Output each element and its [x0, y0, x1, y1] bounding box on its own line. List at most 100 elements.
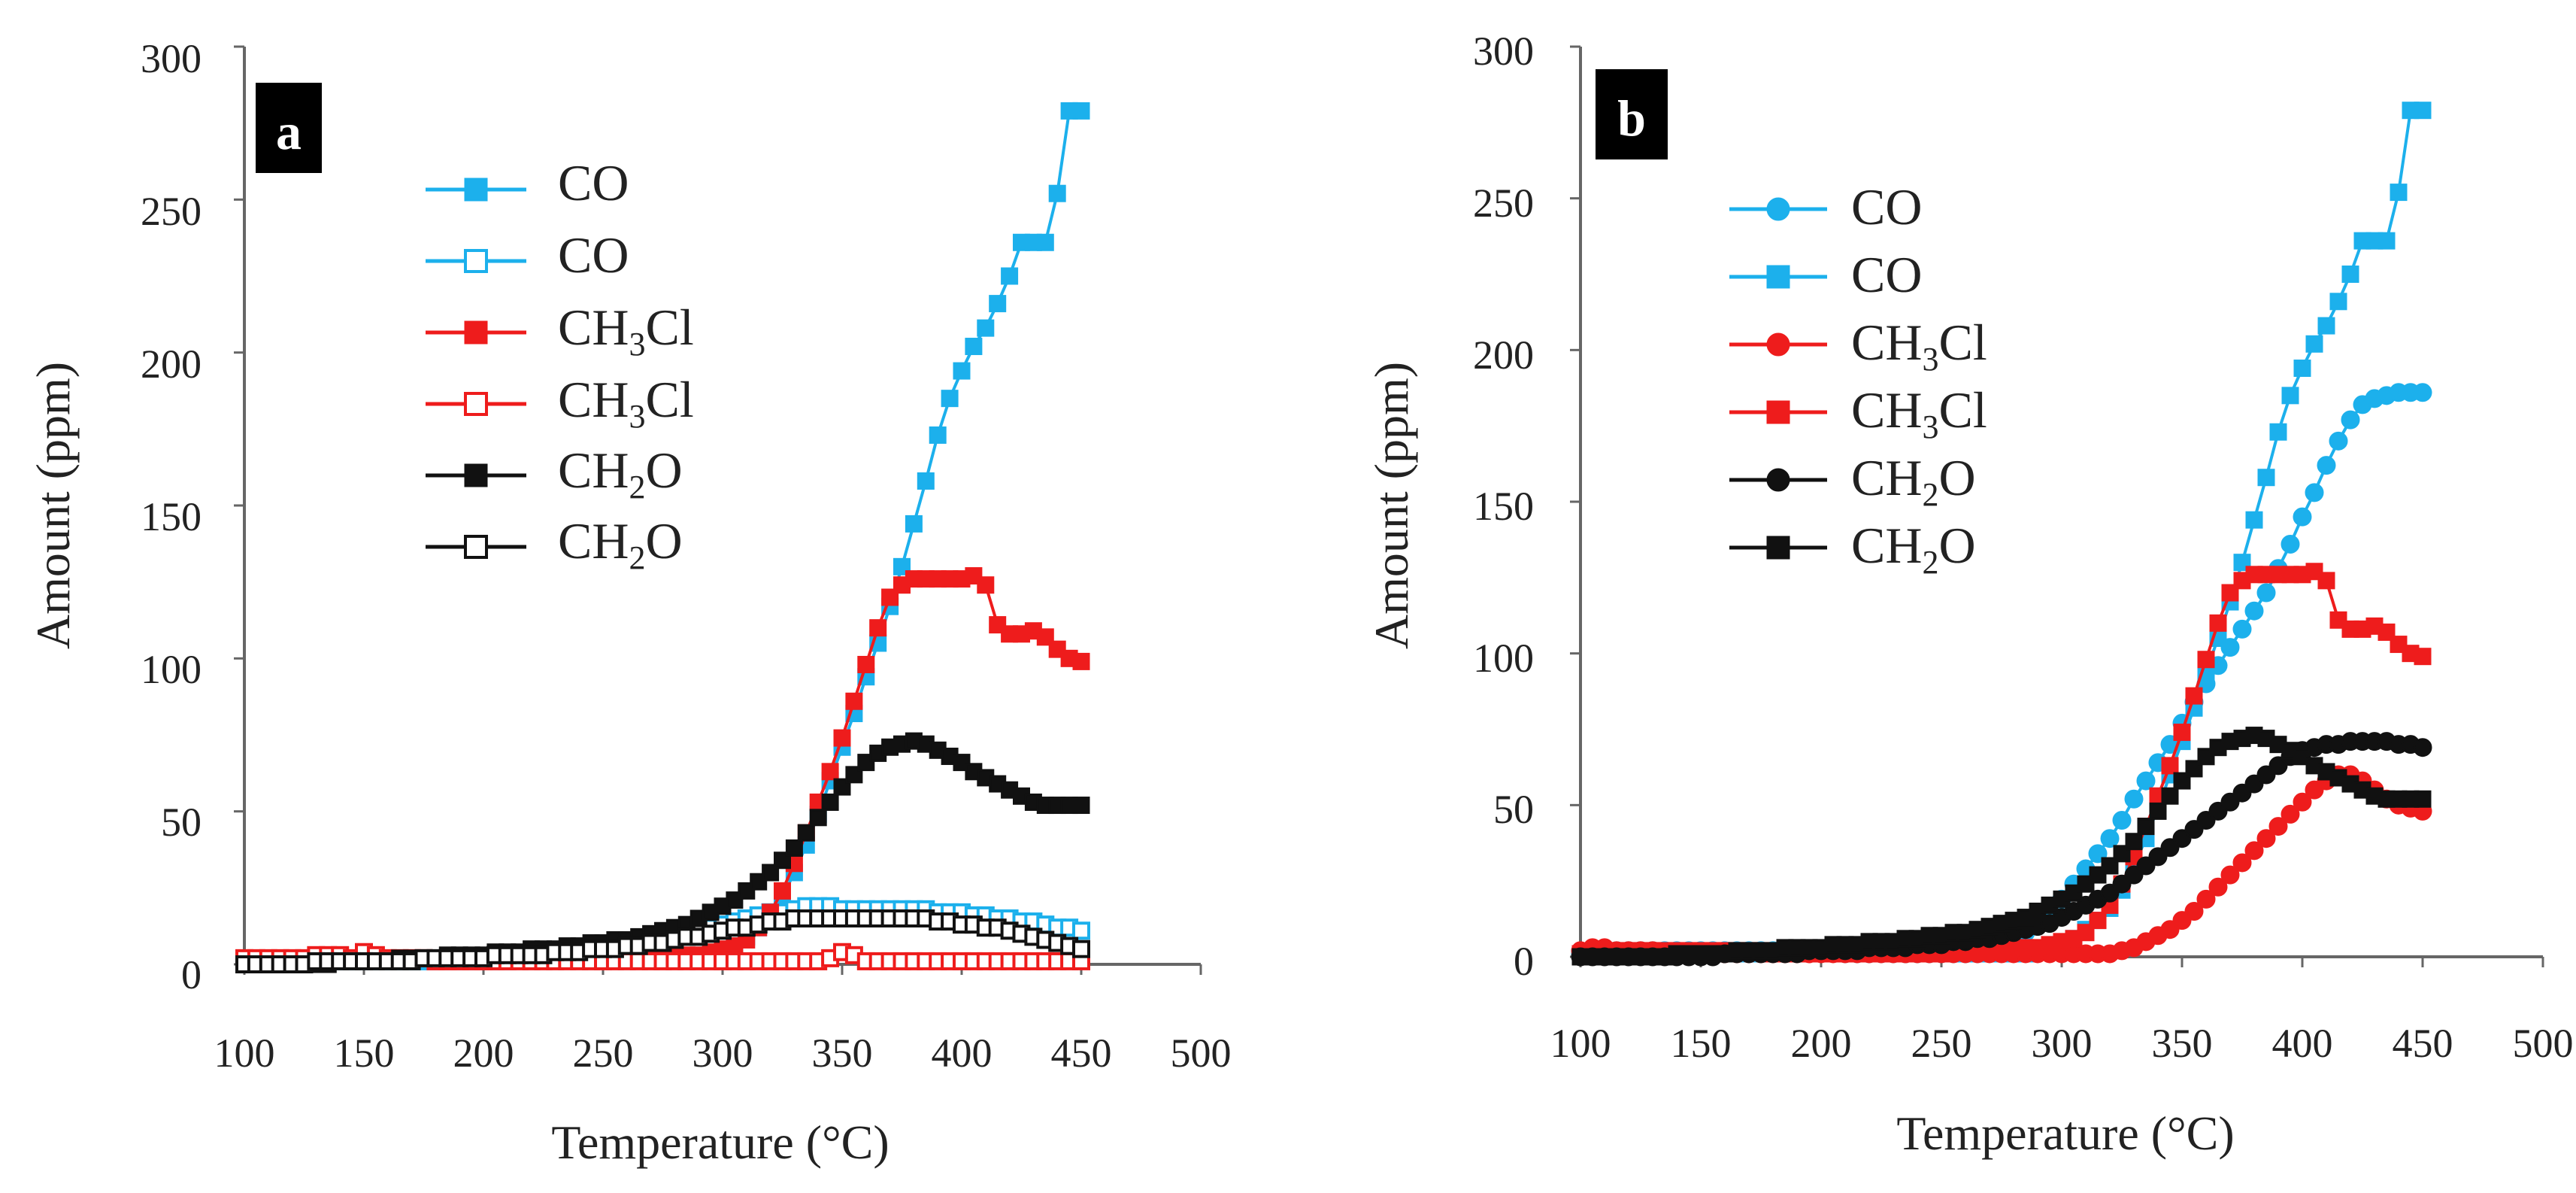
data-point [2185, 687, 2203, 705]
data-point [2414, 648, 2432, 666]
legend-a-co-open-label: CO [558, 226, 629, 284]
panel-a-y-tick: 150 [141, 494, 202, 539]
data-point [2329, 431, 2348, 451]
data-point [2244, 841, 2264, 861]
data-point [965, 338, 983, 356]
legend-a-co-filled-label: CO [558, 154, 629, 211]
data-point [2244, 601, 2264, 621]
data-point [2125, 833, 2143, 851]
panel-b-x-tick: 100 [1550, 1021, 1611, 1066]
panel-a-chart: Amount (ppm) Temperature (°C) 0 50 100 1… [26, 36, 1232, 1169]
data-point [2390, 184, 2408, 202]
panel-b-x-tick: 300 [2032, 1021, 2093, 1066]
data-point [2136, 771, 2156, 791]
panel-b-chart: Amount (ppm) Temperature (°C) 0 50 100 1… [1365, 29, 2574, 1160]
data-point [1072, 652, 1090, 670]
data-point [2161, 757, 2179, 775]
panel-a-y-tick: 200 [141, 342, 202, 387]
panel-a-plot-area [234, 45, 1202, 975]
data-point [2293, 507, 2312, 527]
panel-b-label-badge [1596, 69, 1668, 159]
data-point [2209, 614, 2227, 632]
data-point [2197, 651, 2215, 669]
data-point [774, 882, 791, 900]
data-point [2305, 335, 2323, 353]
data-point [989, 295, 1007, 313]
panel-b-series-co-square-filled [1571, 102, 2432, 966]
data-point [797, 824, 815, 842]
panel-a-x-tick: 350 [812, 1031, 873, 1076]
data-point [869, 619, 887, 637]
panel-b-x-tick: 350 [2152, 1021, 2213, 1066]
data-point [2256, 829, 2276, 848]
data-point [1072, 921, 1090, 940]
data-point [929, 426, 947, 444]
legend-marker [464, 392, 488, 416]
panel-b-y-tick: 300 [1473, 29, 1534, 74]
data-point [845, 692, 863, 710]
panel-b-y-tick: 100 [1473, 636, 1534, 681]
legend-b-co-circle-label: CO [1851, 178, 1922, 235]
legend-a-ch2o-filled-label: CH2O [558, 442, 683, 505]
panel-a-x-tick: 300 [692, 1031, 753, 1076]
legend-b-ch2o-square-label: CH2O [1851, 517, 1976, 581]
panel-a-series-ch2o-square-open [235, 909, 1090, 973]
data-point [2341, 266, 2359, 283]
data-point [2256, 583, 2276, 603]
panel-a-x-tick: 200 [453, 1031, 514, 1076]
panel-b-x-tick: 200 [1791, 1021, 1852, 1066]
panel-b-y-ticks: 0 50 100 150 200 250 300 [1473, 29, 1534, 984]
data-point [2317, 572, 2335, 590]
legend-marker [464, 320, 488, 345]
data-point [2208, 877, 2228, 897]
panel-a-x-tick: 400 [932, 1031, 993, 1076]
data-point [977, 319, 995, 337]
data-point [809, 809, 827, 827]
panel-b-y-tick: 150 [1473, 484, 1534, 529]
data-point [2245, 511, 2263, 529]
data-point [785, 839, 803, 857]
data-point [821, 793, 839, 811]
data-point [2317, 456, 2336, 475]
data-point [941, 390, 959, 408]
panel-a-y-tick: 100 [141, 647, 202, 692]
legend-marker [464, 535, 488, 559]
data-point [1072, 797, 1090, 815]
data-point [1048, 184, 1066, 202]
panel-b-x-ticks: 100 150 200 250 300 350 400 450 500 [1550, 1021, 2574, 1066]
legend-marker [464, 463, 488, 487]
data-point [977, 576, 995, 594]
panel-b-x-tick: 150 [1671, 1021, 1732, 1066]
panel-b-y-tick: 200 [1473, 332, 1534, 378]
data-point [1072, 940, 1090, 958]
legend-marker [464, 249, 488, 273]
panel-a-x-tick: 150 [334, 1031, 395, 1076]
panel-b-x-tick: 500 [2513, 1021, 2574, 1066]
panel-a-y-ticks: 0 50 100 150 200 250 300 [141, 36, 202, 997]
legend-b-co-square-label: CO [1851, 246, 1922, 303]
series-line [1580, 390, 2423, 955]
data-point [2414, 790, 2432, 808]
data-point [2305, 483, 2324, 502]
data-point [2413, 383, 2432, 402]
data-point [2232, 853, 2252, 873]
data-point [2089, 912, 2107, 930]
panel-a-label-badge [256, 83, 322, 173]
data-point [2293, 792, 2312, 812]
legend-marker [1766, 468, 1790, 492]
data-point [2414, 102, 2432, 120]
legend-a-ch2o-open-label: CH2O [558, 512, 683, 576]
panel-b-y-tick: 250 [1473, 181, 1534, 226]
panel-a-y-tick: 250 [141, 189, 202, 234]
data-point [821, 763, 839, 781]
panel-b-plot-area [1570, 45, 2544, 967]
panel-b-y-tick: 50 [1493, 787, 1534, 832]
data-point [2269, 423, 2287, 441]
data-point [1036, 233, 1054, 251]
data-point [2281, 804, 2300, 824]
legend-marker [464, 178, 488, 202]
data-point [1072, 102, 1090, 120]
panel-b-y-axis-title: Amount (ppm) [1365, 362, 1418, 649]
panel-a-x-axis-title: Temperature (°C) [551, 1116, 889, 1169]
